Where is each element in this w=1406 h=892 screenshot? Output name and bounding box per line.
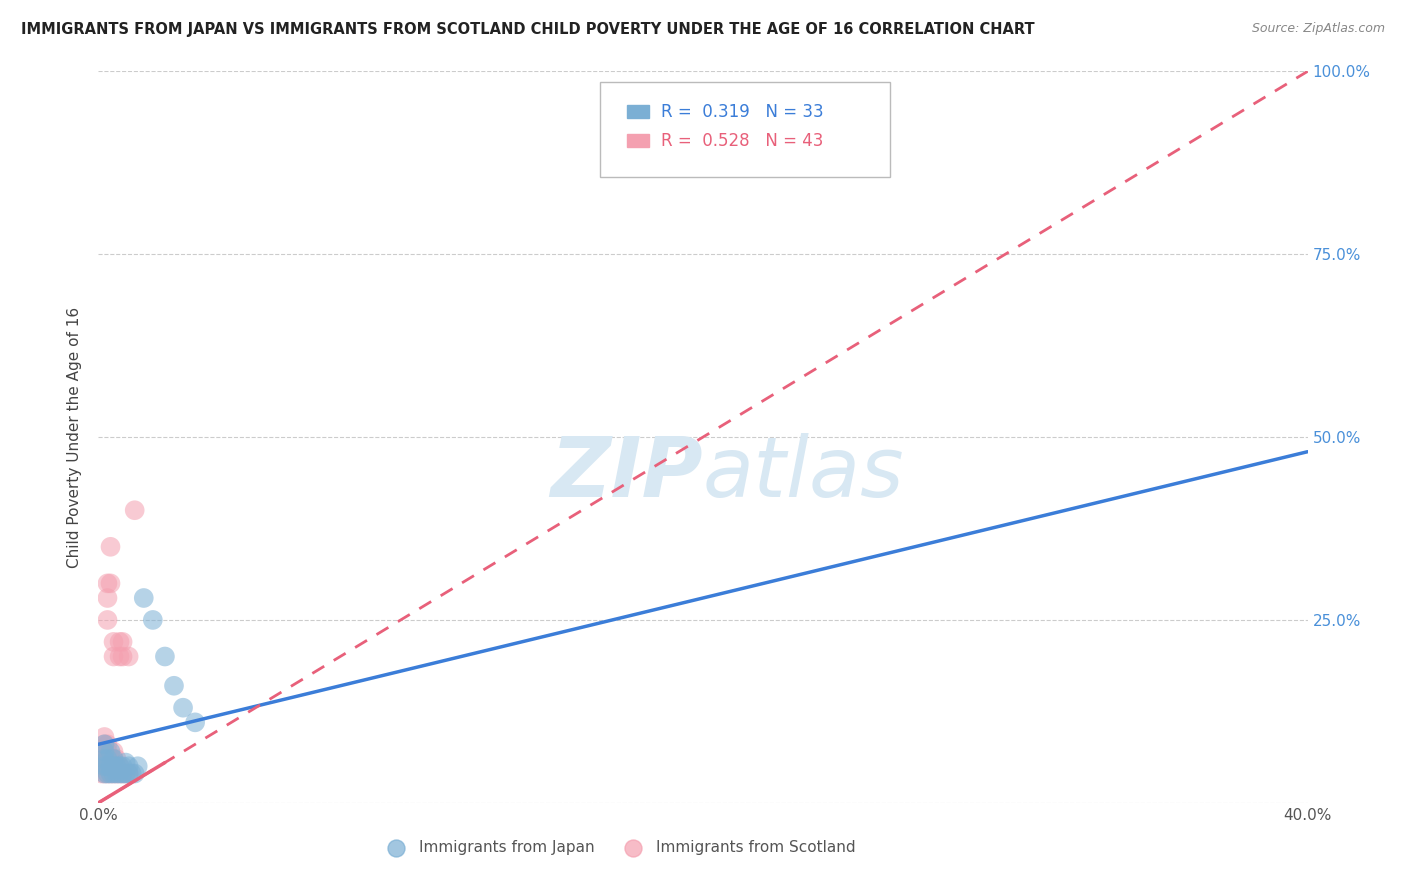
Point (103, 752, 125, 766)
Point (118, 766, 141, 780)
Point (100, 576, 122, 591)
Point (100, 745, 122, 759)
Point (103, 649, 125, 664)
Point (108, 759, 131, 773)
Point (184, 715, 207, 730)
Point (111, 766, 134, 780)
Text: Source: ZipAtlas.com: Source: ZipAtlas.com (1251, 22, 1385, 36)
Point (124, 766, 146, 780)
Point (96, 745, 118, 759)
Point (105, 752, 128, 766)
Point (100, 540, 122, 554)
Point (111, 649, 134, 664)
Point (108, 766, 131, 780)
Point (127, 759, 149, 773)
Point (111, 766, 134, 780)
Point (103, 635, 125, 649)
Legend: Immigrants from Japan, Immigrants from Scotland: Immigrants from Japan, Immigrants from S… (375, 834, 862, 861)
Point (103, 759, 125, 773)
Point (105, 766, 128, 780)
Y-axis label: Child Poverty Under the Age of 16: Child Poverty Under the Age of 16 (67, 307, 83, 567)
Point (93, 759, 115, 773)
Point (108, 759, 131, 773)
Point (142, 613, 165, 627)
Point (90, 766, 112, 780)
Point (90, 752, 112, 766)
Point (153, 649, 176, 664)
Point (96, 759, 118, 773)
Point (93, 745, 115, 759)
Text: IMMIGRANTS FROM JAPAN VS IMMIGRANTS FROM SCOTLAND CHILD POVERTY UNDER THE AGE OF: IMMIGRANTS FROM JAPAN VS IMMIGRANTS FROM… (21, 22, 1035, 37)
Point (90, 745, 112, 759)
Point (100, 759, 122, 773)
Point (100, 752, 122, 766)
Point (93, 730, 115, 744)
Point (100, 766, 122, 780)
Point (114, 766, 136, 780)
Point (105, 759, 128, 773)
Point (124, 503, 146, 517)
Point (114, 766, 136, 780)
Point (96, 737, 118, 751)
Point (108, 649, 131, 664)
Point (93, 737, 115, 751)
Point (103, 759, 125, 773)
Point (111, 759, 134, 773)
Text: R =  0.528   N = 43: R = 0.528 N = 43 (661, 132, 823, 150)
Point (93, 759, 115, 773)
Point (93, 752, 115, 766)
Point (96, 752, 118, 766)
Point (100, 766, 122, 780)
Point (96, 766, 118, 780)
Point (96, 766, 118, 780)
Point (172, 700, 194, 714)
Point (103, 745, 125, 759)
Point (90, 759, 112, 773)
Point (163, 679, 186, 693)
Point (93, 766, 115, 780)
Text: R =  0.319   N = 33: R = 0.319 N = 33 (661, 103, 824, 120)
Point (108, 635, 131, 649)
Point (96, 752, 118, 766)
Point (103, 752, 125, 766)
Point (118, 759, 141, 773)
Point (111, 635, 134, 649)
Point (103, 766, 125, 780)
Bar (627, 135, 648, 147)
Point (93, 752, 115, 766)
Point (118, 649, 141, 664)
Point (93, 745, 115, 759)
Point (114, 756, 136, 770)
FancyBboxPatch shape (600, 82, 890, 178)
Point (105, 766, 128, 780)
Bar (627, 105, 648, 118)
Point (118, 766, 141, 780)
Point (96, 613, 118, 627)
Text: atlas: atlas (703, 434, 904, 514)
Point (93, 737, 115, 751)
Point (108, 766, 131, 780)
Point (93, 766, 115, 780)
Point (96, 576, 118, 591)
Point (96, 591, 118, 605)
Text: ZIP: ZIP (550, 434, 703, 514)
Point (103, 766, 125, 780)
Point (132, 591, 155, 605)
Point (105, 759, 128, 773)
Point (100, 759, 122, 773)
Point (96, 759, 118, 773)
Point (121, 766, 143, 780)
